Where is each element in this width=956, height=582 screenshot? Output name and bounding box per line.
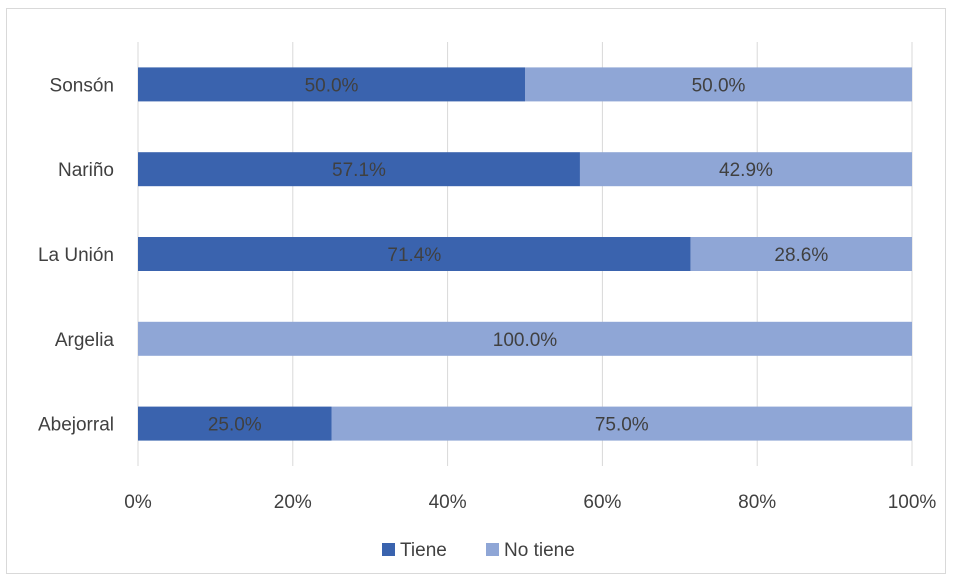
- chart-frame: [6, 8, 946, 574]
- category-label: Nariño: [58, 160, 114, 181]
- data-label: 50.0%: [305, 75, 359, 96]
- data-label: 57.1%: [332, 160, 386, 181]
- bar-segment: [138, 67, 525, 102]
- data-label: 75.0%: [595, 415, 649, 436]
- legend-label: Tiene: [400, 540, 447, 561]
- x-tick-label: 40%: [429, 492, 467, 513]
- legend-swatch: [486, 543, 499, 556]
- category-label: Sonsón: [50, 75, 114, 96]
- legend-label: No tiene: [504, 540, 575, 561]
- bar-segment: [138, 406, 332, 441]
- x-tick-label: 0%: [124, 492, 152, 513]
- bar-segment: [138, 237, 691, 271]
- x-tick-label: 20%: [274, 492, 312, 513]
- bar-segment: [525, 67, 912, 102]
- bar-segment: [331, 406, 912, 441]
- category-label: Abejorral: [38, 415, 114, 436]
- data-label: 50.0%: [692, 75, 746, 96]
- legend-swatch: [382, 543, 395, 556]
- data-label: 42.9%: [719, 160, 773, 181]
- x-tick-label: 100%: [888, 492, 937, 513]
- bar-segment: [579, 152, 912, 187]
- bar-segment: [138, 321, 912, 356]
- category-label: La Unión: [38, 245, 114, 266]
- bar-segment: [690, 237, 912, 271]
- data-label: 28.6%: [774, 245, 828, 266]
- data-label: 25.0%: [208, 415, 262, 436]
- x-tick-label: 80%: [738, 492, 776, 513]
- category-label: Argelia: [55, 330, 115, 351]
- data-label: 100.0%: [493, 330, 558, 351]
- bar-segment: [138, 152, 580, 187]
- x-tick-label: 60%: [583, 492, 621, 513]
- data-label: 71.4%: [387, 245, 441, 266]
